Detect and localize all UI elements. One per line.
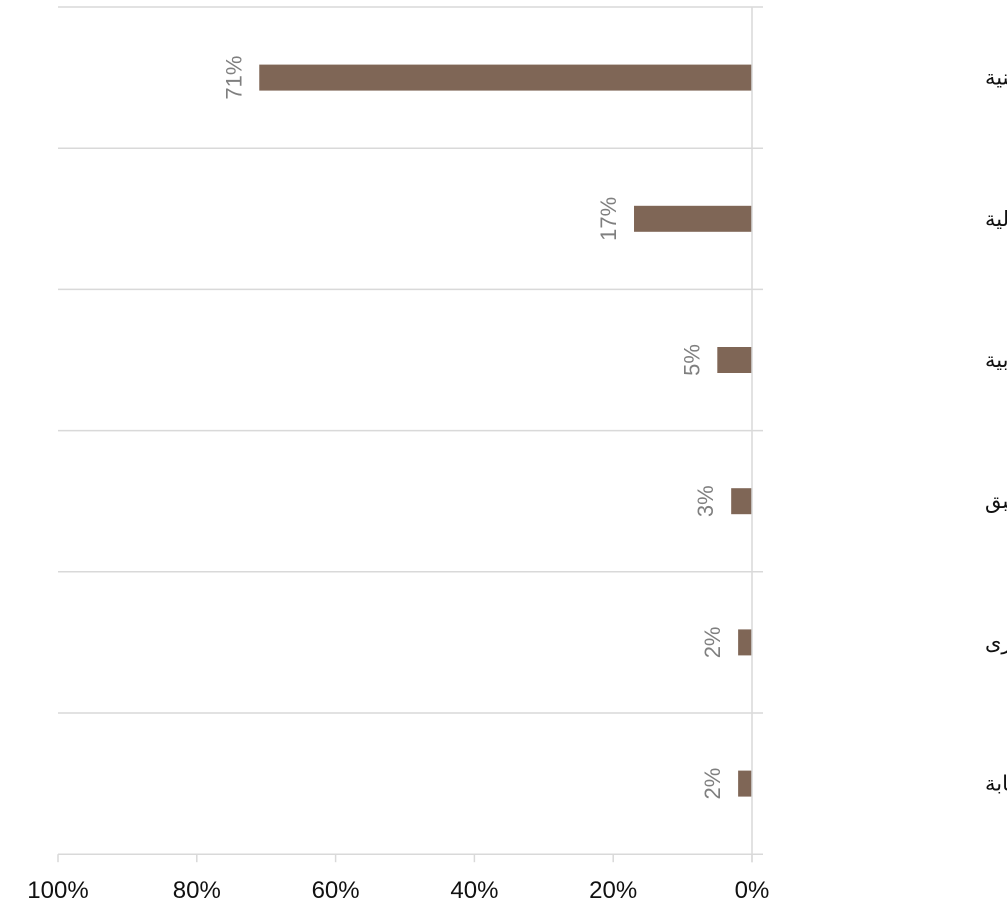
bar [634, 205, 752, 232]
label-layer: جهة فلسطينية 71% جهة دولية 17% جهة عربية 5% لا… [221, 56, 1007, 800]
category-label: جهة فلسطينية [985, 66, 1007, 90]
x-tick-label: 80% [173, 877, 221, 904]
data-label: 71% [221, 56, 246, 100]
x-tick-label: 100% [27, 877, 88, 904]
category-label: لا أعرف / لا إجابة [985, 770, 1007, 797]
bar [738, 770, 752, 797]
data-label: 17% [596, 197, 621, 241]
grid-layer [58, 6, 763, 855]
axis-layer: 0% 20% 40% 60% 80% 100% [27, 7, 769, 904]
data-label: 5% [679, 344, 704, 376]
x-tick-label: 40% [450, 877, 498, 904]
category-label: لا أحد مما سبق [985, 487, 1007, 513]
bar [259, 64, 752, 91]
category-label: جهة دولية [985, 207, 1007, 231]
data-label: 3% [693, 485, 718, 517]
x-tick-label: 0% [735, 877, 770, 904]
bar [731, 488, 752, 515]
data-label: 2% [700, 627, 725, 659]
x-tick-label: 60% [312, 877, 360, 904]
x-tick-label: 20% [589, 877, 637, 904]
bar-layer [259, 64, 752, 797]
bar [738, 629, 752, 656]
category-label: أخرى [985, 628, 1007, 654]
category-label: جهة عربية [985, 348, 1007, 372]
bar [717, 347, 752, 373]
data-label: 2% [700, 768, 725, 800]
